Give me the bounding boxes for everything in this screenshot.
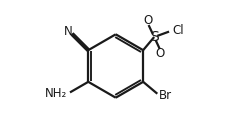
Text: O: O — [143, 14, 152, 27]
Text: Br: Br — [159, 89, 172, 102]
Text: N: N — [64, 25, 73, 38]
Text: S: S — [150, 30, 159, 44]
Text: NH₂: NH₂ — [45, 87, 67, 100]
Text: Cl: Cl — [173, 24, 184, 37]
Text: O: O — [156, 47, 165, 60]
